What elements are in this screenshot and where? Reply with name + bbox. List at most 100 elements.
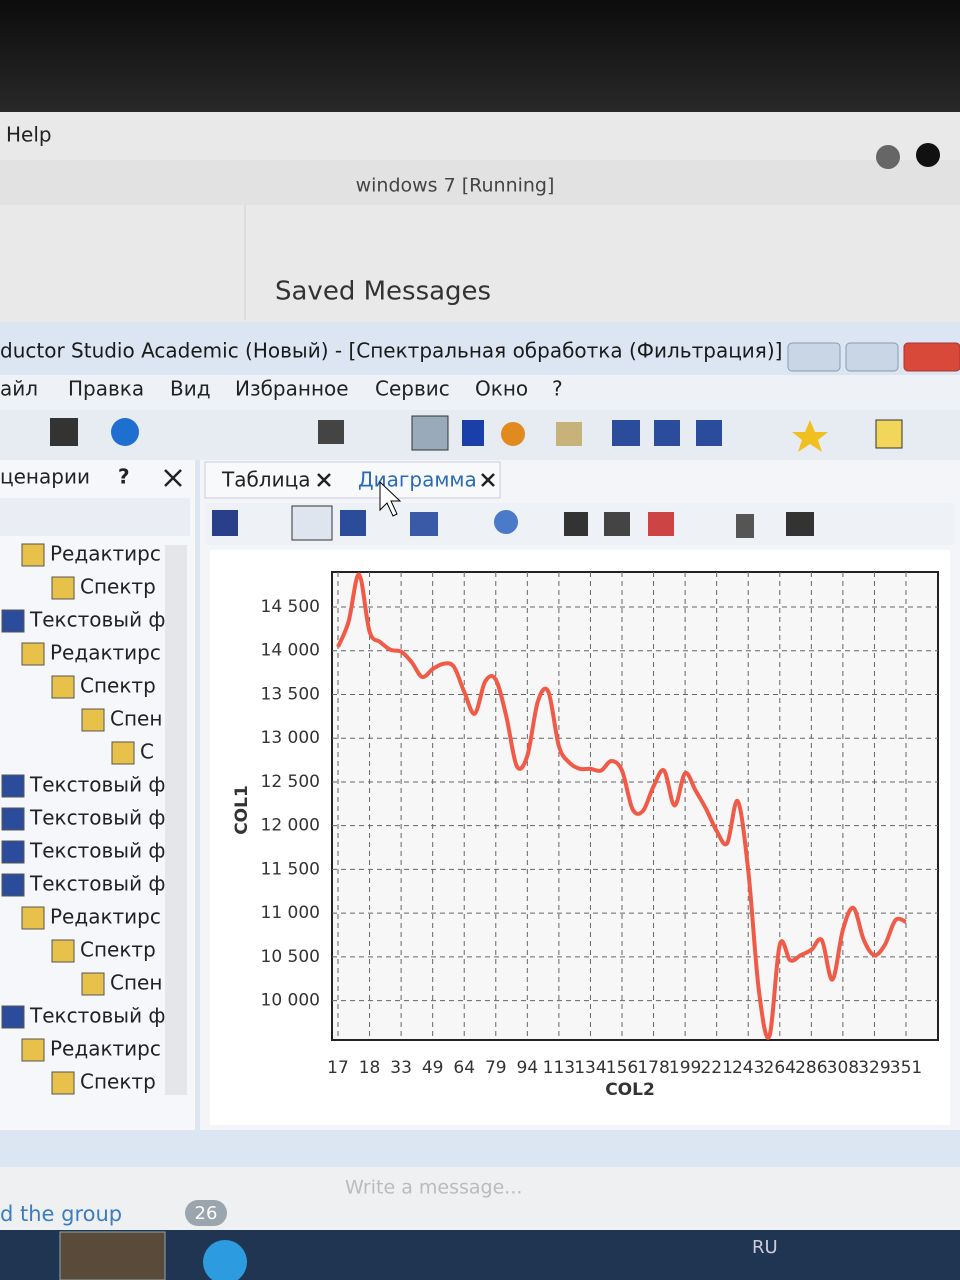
chat-title: Saved Messages xyxy=(275,277,491,307)
menu-item[interactable]: Вид xyxy=(170,377,211,401)
tree-item[interactable]: Текстовый ф xyxy=(29,608,166,632)
tab-active[interactable]: Диаграмма xyxy=(358,468,477,492)
menu: айл Правка Вид Избранное Сервис Окно? xyxy=(0,377,563,401)
tree-icon xyxy=(21,906,45,930)
tab[interactable]: Таблица xyxy=(221,468,310,492)
icon-gauge[interactable] xyxy=(501,422,525,446)
group-link[interactable]: d the group xyxy=(0,1202,122,1226)
tree-item[interactable]: Редактирс xyxy=(50,1037,161,1061)
minimize-button[interactable] xyxy=(787,342,841,372)
tree-icon xyxy=(21,1038,45,1062)
tree-item[interactable]: Текстовый ф xyxy=(29,773,166,797)
panel-help[interactable]: ? xyxy=(118,465,130,489)
panel-close[interactable] xyxy=(164,469,182,487)
tree-icon xyxy=(21,642,45,666)
icon[interactable] xyxy=(291,505,333,541)
tree-item[interactable]: Спектр xyxy=(80,1070,156,1094)
status-icon xyxy=(876,145,900,169)
icon[interactable] xyxy=(340,510,366,536)
tab-close[interactable] xyxy=(317,473,331,487)
y-tick-label: 11 500 xyxy=(261,859,320,879)
tree-icon xyxy=(1,1005,25,1029)
tree-item[interactable]: Редактирс xyxy=(50,542,161,566)
icon[interactable] xyxy=(564,512,588,536)
chart: 10 000 10 500 11 000 11 500 12 000 12 500 13 0… xyxy=(261,571,939,1078)
icon-view[interactable] xyxy=(411,415,449,451)
tree-item[interactable]: Текстовый ф xyxy=(29,872,166,896)
vm-title-bar xyxy=(0,160,960,205)
icon-star[interactable] xyxy=(792,420,828,452)
tab-close[interactable] xyxy=(481,473,495,487)
tree-item[interactable]: С xyxy=(140,740,154,764)
tree-icon xyxy=(1,774,25,798)
icon-save[interactable] xyxy=(50,418,78,446)
tree-icon xyxy=(51,939,75,963)
x-tick-label: 264 xyxy=(764,1058,796,1078)
icon[interactable] xyxy=(736,514,754,538)
tree-item[interactable]: Спектр xyxy=(80,575,156,599)
close-button[interactable] xyxy=(903,342,960,372)
x-tick-label: 18 xyxy=(359,1058,381,1078)
y-tick-label: 13 500 xyxy=(261,684,320,704)
icon-find[interactable] xyxy=(318,420,344,444)
chat-input[interactable]: Write a message... xyxy=(345,1177,522,1199)
tree-item[interactable]: Спектр xyxy=(80,674,156,698)
tree-icon xyxy=(1,840,25,864)
x-axis-title: COL2 xyxy=(605,1080,655,1100)
scrollbar[interactable] xyxy=(165,545,187,1095)
icon[interactable] xyxy=(212,510,238,536)
maximize-button[interactable] xyxy=(845,342,899,372)
tree-item[interactable]: Спектр xyxy=(80,938,156,962)
menu-item[interactable]: айл xyxy=(0,377,38,401)
y-tick-label: 12 000 xyxy=(261,816,320,836)
tree-icon xyxy=(1,609,25,633)
icon[interactable] xyxy=(494,510,518,534)
menu-item[interactable]: Избранное xyxy=(235,377,349,401)
menu-help[interactable]: Help xyxy=(6,123,52,147)
icon-rows[interactable] xyxy=(654,420,680,446)
side-panel xyxy=(0,460,195,1130)
icon-home[interactable] xyxy=(556,422,582,446)
menu-item[interactable]: ? xyxy=(552,377,563,401)
tab-strip xyxy=(204,461,501,499)
tree-item[interactable]: Редактирс xyxy=(50,641,161,665)
menu-item[interactable]: Правка xyxy=(68,377,144,401)
y-tick-label: 10 500 xyxy=(261,947,320,967)
tree-icon xyxy=(21,543,45,567)
tree-item[interactable]: Спен xyxy=(110,707,162,731)
icon-book[interactable] xyxy=(462,420,484,446)
x-tick-label: 33 xyxy=(390,1058,412,1078)
icon[interactable] xyxy=(786,512,814,536)
taskbar-app[interactable] xyxy=(59,1231,166,1280)
menu-item[interactable]: Окно xyxy=(475,377,528,401)
taskbar-telegram[interactable] xyxy=(203,1240,247,1280)
x-tick-label: 113 xyxy=(543,1058,575,1078)
icon-cols[interactable] xyxy=(696,420,722,446)
icon-ie[interactable] xyxy=(111,418,139,446)
tree-item[interactable]: Спен xyxy=(110,971,162,995)
icon-help[interactable] xyxy=(875,419,903,449)
tree-icon xyxy=(1,873,25,897)
y-tick-label: 13 000 xyxy=(261,728,320,748)
tree-icon xyxy=(111,741,135,765)
y-tick-label: 12 500 xyxy=(261,772,320,792)
tree-item[interactable]: Текстовый ф xyxy=(29,806,166,830)
tree: Редактирс Спектр Текстовый ф Редактирс Спект… xyxy=(1,542,166,1095)
y-tick-label: 10 000 xyxy=(261,991,320,1011)
tree-item[interactable]: Редактирс xyxy=(50,905,161,929)
icon[interactable] xyxy=(604,512,630,536)
x-tick-label: 94 xyxy=(517,1058,539,1078)
tree-item[interactable]: Текстовый ф xyxy=(29,1004,166,1028)
icon[interactable] xyxy=(410,512,438,536)
language[interactable]: RU xyxy=(752,1237,778,1258)
icon[interactable] xyxy=(648,512,674,536)
x-tick-label: 221 xyxy=(700,1058,732,1078)
menu-item[interactable]: Сервис xyxy=(375,377,450,401)
tree-item[interactable]: Текстовый ф xyxy=(29,839,166,863)
chat-footer xyxy=(0,1167,960,1230)
tree-icon xyxy=(51,675,75,699)
x-tick-label: 286 xyxy=(795,1058,827,1078)
x-tick-label: 243 xyxy=(732,1058,764,1078)
icon-windows[interactable] xyxy=(612,420,640,446)
